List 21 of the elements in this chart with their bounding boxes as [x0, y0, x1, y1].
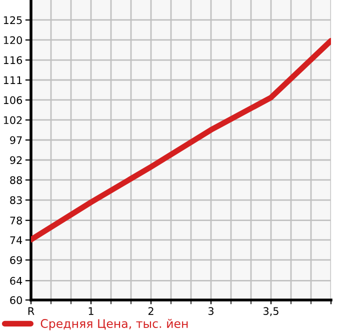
x-tick-label: 3: [208, 307, 214, 316]
y-tick-label: 92: [10, 156, 22, 164]
x-tick-label: 2: [148, 307, 154, 315]
x-tick-label: 1: [88, 307, 94, 315]
y-tick-label: 111: [4, 76, 22, 84]
y-tick-label: 88: [10, 176, 22, 184]
y-tick-label: 74: [10, 236, 22, 244]
legend-label: Средняя Цена, тыс. йен: [40, 318, 188, 330]
y-tick-label: 116: [4, 56, 22, 64]
x-tick-label: 3,5: [264, 307, 278, 316]
x-tick-label: R: [28, 307, 34, 315]
y-tick-label: 60: [10, 296, 22, 304]
y-tick-label: 106: [4, 96, 22, 104]
y-tick-label: 69: [10, 256, 22, 264]
y-tick-label: 102: [4, 116, 22, 124]
y-tick-label: 120: [4, 36, 22, 44]
y-tick-label: 78: [10, 216, 22, 224]
y-tick-label: 97: [10, 136, 22, 144]
y-tick-label: 64: [10, 276, 22, 285]
y-tick-label: 125: [4, 16, 22, 24]
y-tick-label: 83: [10, 196, 22, 204]
